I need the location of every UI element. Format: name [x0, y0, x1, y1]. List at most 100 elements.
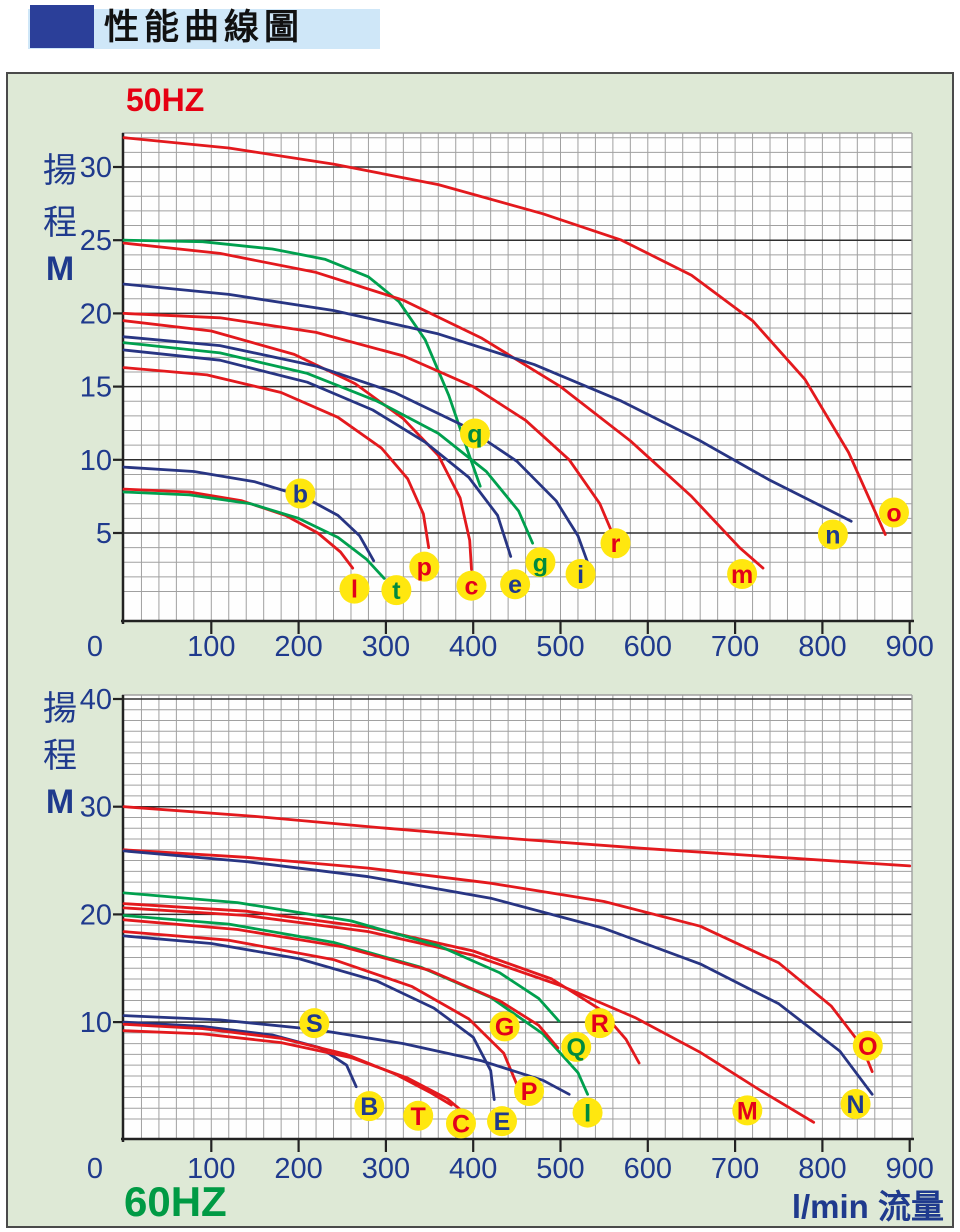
y-axis-title-char: 程 — [43, 204, 77, 242]
svg-text:g: g — [533, 549, 548, 577]
curve-e — [122, 348, 513, 558]
svg-text:l: l — [351, 576, 358, 604]
curve-r — [122, 312, 619, 547]
curve-label-c: c — [456, 570, 487, 601]
y-axis-title-char: 揚 — [43, 152, 77, 190]
svg-text:r: r — [611, 530, 621, 558]
curve-label-Q: Q — [561, 1031, 592, 1062]
curves — [122, 805, 912, 1124]
x-tick-label: 900 — [886, 1153, 934, 1185]
y-tick-label: 20 — [80, 298, 112, 330]
x-tick-label: 0 — [87, 631, 103, 663]
curve-Q — [122, 891, 561, 1023]
x-tick-label: 500 — [536, 631, 584, 663]
svg-text:e: e — [508, 571, 522, 599]
curve-label-B: B — [354, 1091, 385, 1122]
curve-label-b: b — [285, 478, 316, 509]
svg-text:S: S — [306, 1010, 323, 1038]
curve-label-M: M — [732, 1095, 763, 1126]
curve-g — [122, 341, 534, 545]
curve-R — [122, 902, 641, 1065]
svg-text:M: M — [737, 1097, 758, 1125]
curve-p — [122, 366, 431, 549]
svg-text:n: n — [825, 521, 840, 549]
curve-S — [122, 1014, 571, 1096]
curve-label-C: C — [445, 1108, 476, 1139]
svg-text:q: q — [467, 420, 482, 448]
x-tick-label: 100 — [187, 1153, 235, 1185]
x-tick-label: 300 — [362, 1153, 410, 1185]
x-tick-label: 700 — [711, 1153, 759, 1185]
curve-labels: o q m n r c i ge p b l t — [285, 418, 909, 606]
curve-E — [122, 934, 496, 1101]
curve-m — [122, 241, 765, 570]
title-accent-square — [30, 5, 94, 48]
curve-O — [122, 848, 874, 1073]
x-tick-label: 600 — [624, 631, 672, 663]
curve-t — [122, 490, 386, 580]
curve-P — [122, 930, 519, 1086]
curve-label-I: I — [572, 1097, 603, 1128]
x-tick-label: 300 — [362, 631, 410, 663]
curve-o — [122, 136, 887, 536]
x-tick-label: 400 — [449, 631, 497, 663]
curve-T — [122, 1022, 453, 1107]
curve-label-r: r — [600, 528, 631, 559]
curve-label-q: q — [459, 418, 490, 449]
y-tick-label: 20 — [80, 899, 112, 931]
curve-label-i: i — [565, 558, 596, 589]
y-tick-label: 15 — [80, 372, 112, 404]
svg-text:I: I — [584, 1100, 591, 1128]
page-title: 性能曲線圖 — [104, 8, 305, 47]
svg-text:i: i — [577, 561, 584, 589]
svg-text:c: c — [465, 573, 479, 601]
curve-c — [122, 319, 473, 571]
svg-text:P: P — [521, 1078, 538, 1106]
y-tick-label: 25 — [80, 225, 112, 257]
curve-C — [122, 1029, 473, 1121]
y-axis-unit: M — [46, 783, 74, 821]
svg-text:C: C — [452, 1110, 470, 1138]
svg-text:R: R — [591, 1010, 609, 1038]
curve-label-R: R — [584, 1008, 615, 1039]
y-tick-label: 10 — [80, 445, 112, 477]
curve-label-P: P — [514, 1076, 545, 1107]
svg-text:p: p — [417, 554, 432, 582]
curves-panel: 5 10 15 20 25 30 0 100 200 300 400 500 600 700 800 900 揚… — [6, 72, 954, 1228]
svg-text:t: t — [392, 577, 401, 605]
curve-G — [122, 918, 560, 1050]
curve-label-t: t — [381, 575, 412, 606]
svg-text:N: N — [847, 1091, 865, 1119]
page-header: 性能曲線圖 — [0, 0, 960, 64]
curve-label-g: g — [525, 547, 556, 578]
svg-text:E: E — [494, 1108, 511, 1136]
plot-area — [122, 133, 912, 620]
curve-label-N: N — [840, 1088, 871, 1119]
curve-O-upper — [122, 805, 912, 868]
curve-labels: O N M RQ I G PE S B T C — [299, 1008, 883, 1139]
curve-label-E: E — [487, 1106, 518, 1137]
svg-text:O: O — [858, 1033, 877, 1061]
curve-label-e: e — [500, 569, 531, 600]
x-tick-label: 100 — [187, 631, 235, 663]
y-tick-label: 30 — [80, 152, 112, 184]
curve-label-m: m — [727, 558, 758, 589]
curve-label-G: G — [489, 1011, 520, 1042]
x-tick-label: 900 — [886, 631, 934, 663]
curve-label-T: T — [403, 1100, 434, 1131]
y-axis-title-char: 揚 — [43, 690, 77, 728]
curve-label-O: O — [852, 1030, 883, 1061]
y-tick-label: 5 — [96, 518, 112, 550]
x-tick-label: 200 — [274, 1153, 322, 1185]
y-axis-title-char: 程 — [43, 737, 77, 775]
y-tick-label: 40 — [80, 684, 112, 716]
x-tick-label: 400 — [449, 1153, 497, 1185]
svg-text:G: G — [495, 1013, 514, 1041]
curve-n — [122, 282, 853, 523]
x-axis-title: l/min 流量 — [792, 1188, 944, 1225]
curve-label-S: S — [299, 1008, 330, 1039]
